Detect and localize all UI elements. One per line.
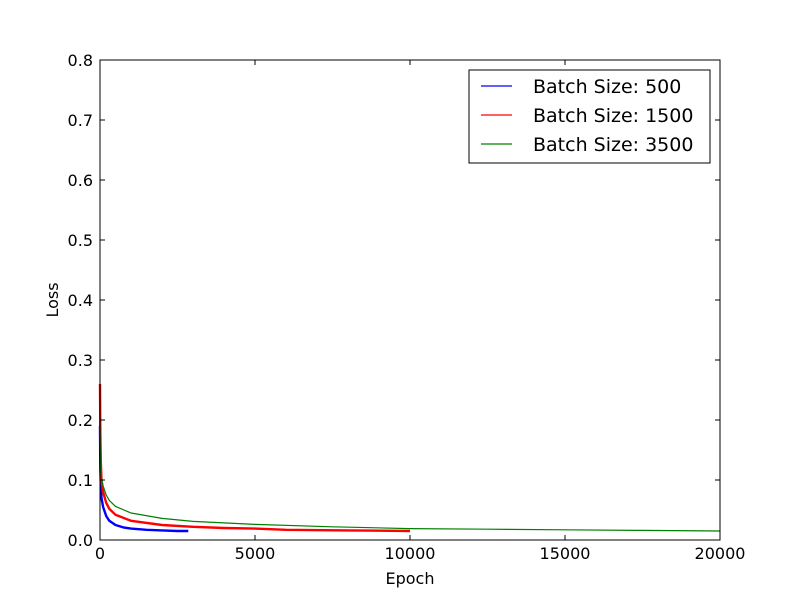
y-tick-label: 0.7 (68, 111, 93, 130)
y-tick-label: 0.1 (68, 471, 93, 490)
series-line-3 (99, 419, 721, 532)
x-tick-label: 0 (95, 544, 105, 563)
series-line-2 (98, 383, 411, 533)
x-tick-label: 10000 (385, 544, 436, 563)
ticks-layer: 0 5000 10000 15000 20000 0.0 0.1 0.2 0.3 0.4 0.5 0.… (68, 51, 746, 563)
series-layer (98, 383, 721, 533)
legend-label-3: Batch Size: 3500 (533, 134, 693, 156)
x-tick-label: 20000 (695, 544, 746, 563)
x-tick-label: 15000 (540, 544, 591, 563)
y-tick-label: 0.2 (68, 411, 93, 430)
legend-label-1: Batch Size: 500 (533, 76, 681, 98)
y-tick-label: 0.0 (68, 531, 93, 550)
y-axis-label: Loss (43, 282, 62, 317)
y-tick-label: 0.6 (68, 171, 93, 190)
y-tick-label: 0.4 (68, 291, 93, 310)
x-axis-label: Epoch (386, 569, 435, 588)
legend: Batch Size: 500 Batch Size: 1500 Batch Siz… (468, 69, 711, 164)
y-tick-label: 0.8 (68, 51, 93, 70)
y-tick-label: 0.3 (68, 351, 93, 370)
series-line-1 (98, 425, 189, 533)
legend-label-2: Batch Size: 1500 (533, 105, 693, 127)
x-tick-label: 5000 (235, 544, 276, 563)
y-tick-label: 0.5 (68, 231, 93, 250)
